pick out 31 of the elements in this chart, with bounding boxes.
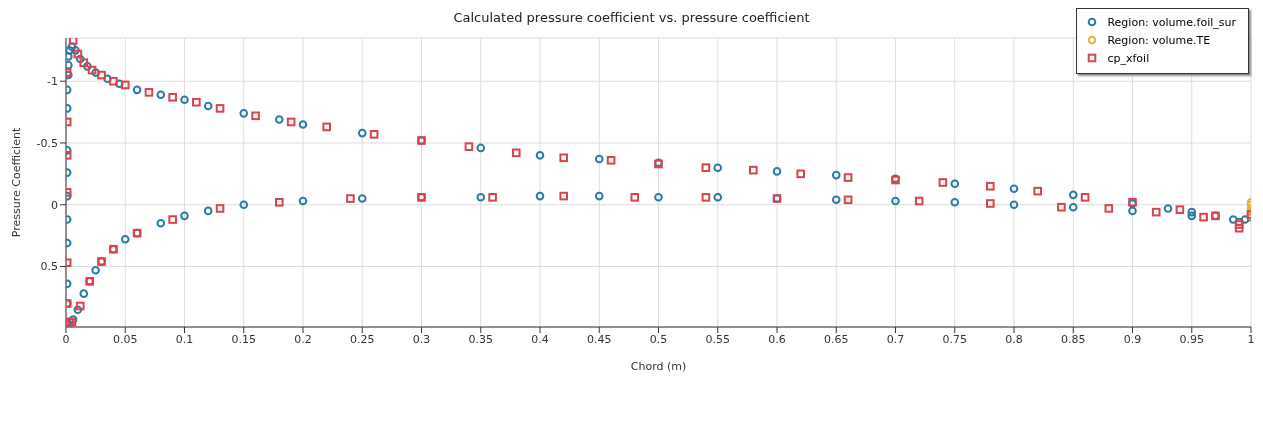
legend-label: Region: volume.foil_sur [1107,15,1236,29]
x-tick-label: 0.4 [531,332,549,346]
x-tick-label: 0.2 [294,332,312,346]
y-axis-title: Pressure Coefficient [9,127,23,238]
x-tick-label: 0.75 [942,332,967,346]
x-tick-label: 0.9 [1123,332,1142,346]
x-tick-label: 0.85 [1061,332,1086,346]
legend-label: Region: volume.TE [1107,33,1211,47]
x-tick-label: 0.55 [705,332,730,346]
y-tick-label: 0 [51,198,58,212]
x-tick-label: 0.7 [886,332,905,346]
x-tick-label: 0.3 [412,332,431,346]
x-tick-label: 0.65 [824,332,849,346]
x-tick-label: 0.95 [1179,332,1204,346]
x-tick-label: 0.6 [768,332,786,346]
x-tick-label: 0.8 [1005,332,1023,346]
y-tick-label: -1 [47,75,58,89]
chart-title: Calculated pressure coefficient vs. pressure coefficient [453,10,810,25]
x-tick-label: 0.15 [231,332,256,346]
legend-label: cp_xfoil [1107,51,1150,65]
y-tick-label: -0.5 [36,136,58,150]
x-tick-label: 0.05 [113,332,138,346]
x-tick-label: 1 [1247,332,1255,346]
x-tick-label: 0.45 [587,332,612,346]
x-tick-label: 0 [62,332,70,346]
y-tick-label: 0.5 [40,260,58,274]
x-tick-label: 0.1 [175,332,194,346]
x-tick-label: 0.5 [649,332,668,346]
x-tick-label: 0.35 [468,332,493,346]
x-tick-label: 0.25 [350,332,375,346]
x-axis-title: Chord (m) [630,360,687,373]
